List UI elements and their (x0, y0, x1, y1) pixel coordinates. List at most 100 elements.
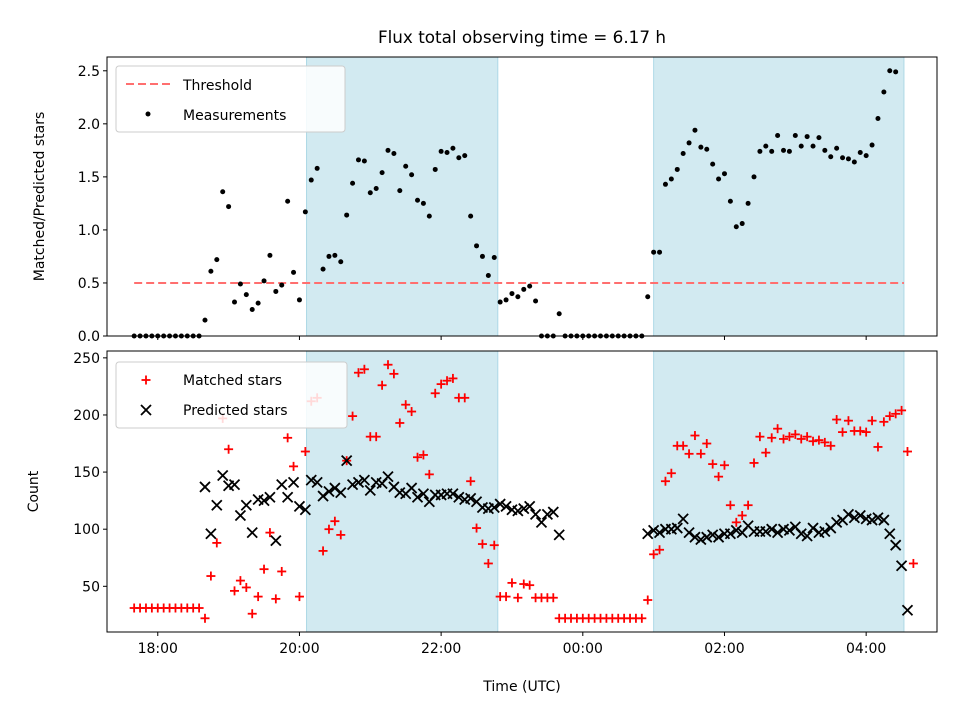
x-stroke-b (405, 482, 418, 494)
predicted-star-point (872, 512, 884, 524)
x-stroke-b (866, 514, 878, 526)
matched-star-point (442, 376, 452, 386)
x-axis-label: Time (UTC) (482, 679, 560, 695)
x-stroke-b (417, 488, 430, 500)
x-tick-label: 20:00 (279, 641, 319, 657)
measurement-point (521, 286, 527, 292)
matched-star-point (519, 579, 529, 589)
matched-star-point (418, 450, 428, 460)
x-stroke-b (890, 539, 902, 551)
matched-star-point (289, 461, 299, 471)
x-stroke-b (199, 481, 211, 493)
measurement-point (680, 151, 686, 157)
matched-star-point (283, 433, 293, 443)
measurement-point (385, 147, 391, 153)
measurement-point (816, 135, 822, 141)
predicted-star-point (866, 514, 878, 526)
matched-star-point (873, 442, 883, 452)
measurement-point (338, 259, 344, 265)
measurement-point (869, 142, 875, 148)
measurement-point (857, 149, 863, 155)
measurement-point (479, 253, 485, 259)
measurement-point (373, 186, 379, 192)
matched-star-point (755, 432, 765, 442)
observing-window-shading (306, 56, 905, 337)
y-tick-label: 200 (73, 408, 100, 424)
observing-window-shading (306, 350, 905, 633)
x-stroke-b (742, 520, 754, 532)
matched-star-point (277, 566, 287, 576)
measurement-point (721, 171, 727, 177)
matched-star-point (666, 468, 676, 478)
matched-star-point (395, 418, 405, 428)
x-stroke-b (878, 514, 890, 526)
x-stroke-b (695, 533, 707, 546)
matched-star-point (696, 449, 706, 459)
predicted-star-point (346, 479, 359, 491)
predicted-star-point (465, 492, 477, 504)
x-stroke-b (901, 604, 914, 616)
matched-star-point (259, 564, 269, 574)
predicted-star-point (358, 474, 371, 486)
x-stroke-b (470, 496, 483, 508)
predicted-star-point (541, 508, 554, 520)
measurement-point (497, 299, 503, 305)
measurement-point (503, 297, 509, 303)
x-stroke-b (842, 508, 855, 520)
x-stroke-b (760, 525, 772, 538)
measurement-point (828, 154, 834, 160)
measurement-point (415, 197, 421, 203)
measurement-point (326, 253, 332, 259)
predicted-star-point (653, 526, 666, 539)
matched-star-point (448, 373, 458, 383)
predicted-star-point (683, 526, 695, 539)
measurement-point (355, 157, 361, 163)
measurement-point (763, 143, 769, 149)
x-stroke-b (848, 512, 860, 524)
x-stroke-b (282, 491, 294, 503)
x-stroke-b (831, 516, 843, 528)
matched-star-point (826, 441, 836, 451)
predicted-star-point (405, 482, 418, 494)
matched-star-point (660, 476, 670, 486)
x-stroke-b (872, 512, 884, 524)
observing-window (653, 350, 905, 633)
matched-star-point (684, 449, 694, 459)
plot-frame (106, 350, 938, 633)
matched-star-point (513, 593, 523, 603)
measurement-point (804, 134, 810, 140)
measurement-point (361, 158, 367, 164)
x-stroke-b (701, 531, 713, 543)
x-stroke-b (488, 501, 500, 514)
x-stroke-b (246, 526, 258, 539)
measurement-point (438, 148, 444, 154)
x-stroke-b (730, 524, 742, 536)
x-stroke-b (671, 522, 683, 534)
matched-star-point (353, 368, 363, 378)
measurement-point (279, 282, 285, 288)
x-stroke-b (801, 530, 813, 542)
matched-star-point (483, 558, 493, 568)
matched-star-point (206, 571, 216, 581)
measurement-point (208, 268, 214, 274)
predicted-star-point (417, 488, 430, 500)
matched-star-point (507, 578, 517, 588)
predicted-star-point (724, 528, 737, 540)
matched-star-point (773, 424, 783, 434)
measurement-point (515, 294, 521, 300)
y-axis-label: Matched/Predicted stars (32, 112, 48, 282)
matched-star-point (796, 434, 806, 444)
measurement-point (786, 148, 792, 154)
matched-swatch-marker (141, 375, 151, 385)
measurement-point (645, 294, 651, 300)
predicted-star-point (701, 531, 713, 543)
matched-stars-layer (129, 360, 918, 623)
measurement-point (798, 143, 804, 149)
matched-star-point (377, 380, 387, 390)
matched-star-point (271, 594, 281, 604)
x-tick-label: 22:00 (421, 641, 461, 657)
x-tick-label: 02:00 (704, 641, 744, 657)
x-stroke-b (205, 528, 217, 540)
matched-star-point (861, 427, 871, 437)
matched-star-point (477, 539, 487, 549)
